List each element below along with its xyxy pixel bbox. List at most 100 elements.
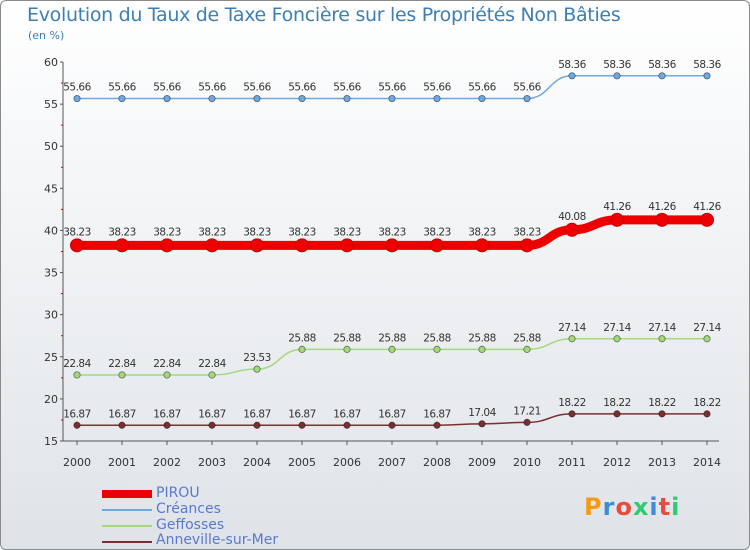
data-label: 38.23 <box>378 226 406 238</box>
data-point <box>613 410 621 418</box>
data-label: 58.36 <box>603 59 631 71</box>
data-point <box>73 421 81 429</box>
data-point <box>613 335 621 343</box>
data-point <box>658 410 666 418</box>
series-group: 55.66 55.66 55.66 55.66 55.66 55.66 55.66 55.66… <box>63 59 722 429</box>
x-tick-label: 2009 <box>468 456 496 469</box>
data-label: 22.84 <box>198 358 226 370</box>
data-point <box>433 94 441 103</box>
data-point <box>478 94 486 103</box>
data-label: 18.22 <box>603 397 631 409</box>
y-tick-label: 30 <box>44 309 58 322</box>
logo-letter: x <box>632 493 650 521</box>
data-point <box>610 212 624 227</box>
data-label: 18.22 <box>693 397 721 409</box>
data-label: 16.87 <box>288 408 316 420</box>
data-label: 55.66 <box>423 82 451 94</box>
data-label: 38.23 <box>108 226 136 238</box>
data-label: 55.66 <box>63 82 91 94</box>
data-label: 55.66 <box>378 82 406 94</box>
data-point <box>703 335 711 343</box>
data-label: 55.66 <box>198 82 226 94</box>
data-point <box>343 421 351 429</box>
data-label: 55.66 <box>108 82 136 94</box>
data-label: 17.04 <box>468 407 496 419</box>
data-label: 58.36 <box>693 59 721 71</box>
data-label: 22.84 <box>63 358 91 370</box>
data-point <box>388 94 396 103</box>
data-label: 16.87 <box>108 408 136 420</box>
x-tick-label: 2011 <box>558 456 586 469</box>
series-geffosses: 22.84 22.84 22.84 22.84 23.53 25.88 25.88 25.88… <box>63 322 722 379</box>
data-label: 38.23 <box>513 226 541 238</box>
data-point <box>298 94 306 103</box>
data-point <box>655 212 669 227</box>
data-point <box>253 365 261 373</box>
data-label: 55.66 <box>333 82 361 94</box>
x-tick-label: 2001 <box>108 456 136 469</box>
y-tick-label: 25 <box>44 351 58 364</box>
data-label: 16.87 <box>63 408 91 420</box>
data-label: 17.21 <box>513 405 541 417</box>
data-point <box>475 238 489 253</box>
data-label: 27.14 <box>603 322 631 334</box>
data-point <box>208 371 216 379</box>
data-point <box>565 222 579 237</box>
data-point <box>295 238 309 253</box>
data-label: 55.66 <box>153 82 181 94</box>
data-point <box>433 345 441 353</box>
data-label: 40.08 <box>558 211 586 223</box>
data-point <box>73 371 81 379</box>
y-tick-label: 20 <box>44 393 58 406</box>
data-label: 25.88 <box>378 332 406 344</box>
data-point <box>703 410 711 418</box>
data-point <box>298 345 306 353</box>
data-point <box>115 238 129 253</box>
data-point <box>478 345 486 353</box>
data-label: 25.88 <box>333 332 361 344</box>
data-label: 16.87 <box>333 408 361 420</box>
data-label: 55.66 <box>513 82 541 94</box>
data-point <box>523 418 531 426</box>
data-label: 38.23 <box>288 226 316 238</box>
series-cr-ances: 55.66 55.66 55.66 55.66 55.66 55.66 55.66 55.66… <box>63 59 722 103</box>
y-ticks: 15 20 25 30 35 40 45 50 55 60 <box>44 56 63 448</box>
x-tick-label: 2007 <box>378 456 406 469</box>
x-tick-label: 2014 <box>693 456 721 469</box>
data-label: 16.87 <box>153 408 181 420</box>
data-point <box>163 421 171 429</box>
series-anneville-sur-mer: 16.87 16.87 16.87 16.87 16.87 16.87 16.87 16.87… <box>63 397 721 429</box>
data-label: 27.14 <box>648 322 676 334</box>
data-label: 41.26 <box>603 201 631 213</box>
data-point <box>163 371 171 379</box>
data-label: 25.88 <box>288 332 316 344</box>
y-tick-label: 45 <box>44 182 58 195</box>
data-point <box>343 345 351 353</box>
x-tick-label: 2004 <box>243 456 271 469</box>
logo-letter: o <box>615 493 633 521</box>
data-point <box>70 238 84 253</box>
x-tick-label: 2005 <box>288 456 316 469</box>
data-label: 16.87 <box>378 408 406 420</box>
x-tick-label: 2002 <box>153 456 181 469</box>
series-pirou: 38.23 38.23 38.23 38.23 38.23 38.23 38.23 38.23… <box>63 201 722 253</box>
y-tick-label: 55 <box>44 98 58 111</box>
data-label: 25.88 <box>513 332 541 344</box>
y-tick-label: 60 <box>44 56 58 69</box>
data-point <box>520 238 534 253</box>
x-tick-label: 2013 <box>648 456 676 469</box>
data-label: 55.66 <box>243 82 271 94</box>
data-point <box>73 94 81 103</box>
logo-letter: r <box>602 493 616 521</box>
data-label: 25.88 <box>468 332 496 344</box>
y-tick-label: 40 <box>44 224 58 237</box>
y-tick-label: 15 <box>44 435 58 448</box>
data-label: 38.23 <box>333 226 361 238</box>
data-label: 18.22 <box>558 397 586 409</box>
legend-swatch-pirou <box>102 490 152 498</box>
data-point <box>208 421 216 429</box>
data-point <box>343 94 351 103</box>
data-point <box>298 421 306 429</box>
legend-label-geffosses: Geffosses <box>156 517 225 533</box>
data-label: 23.53 <box>243 352 271 364</box>
